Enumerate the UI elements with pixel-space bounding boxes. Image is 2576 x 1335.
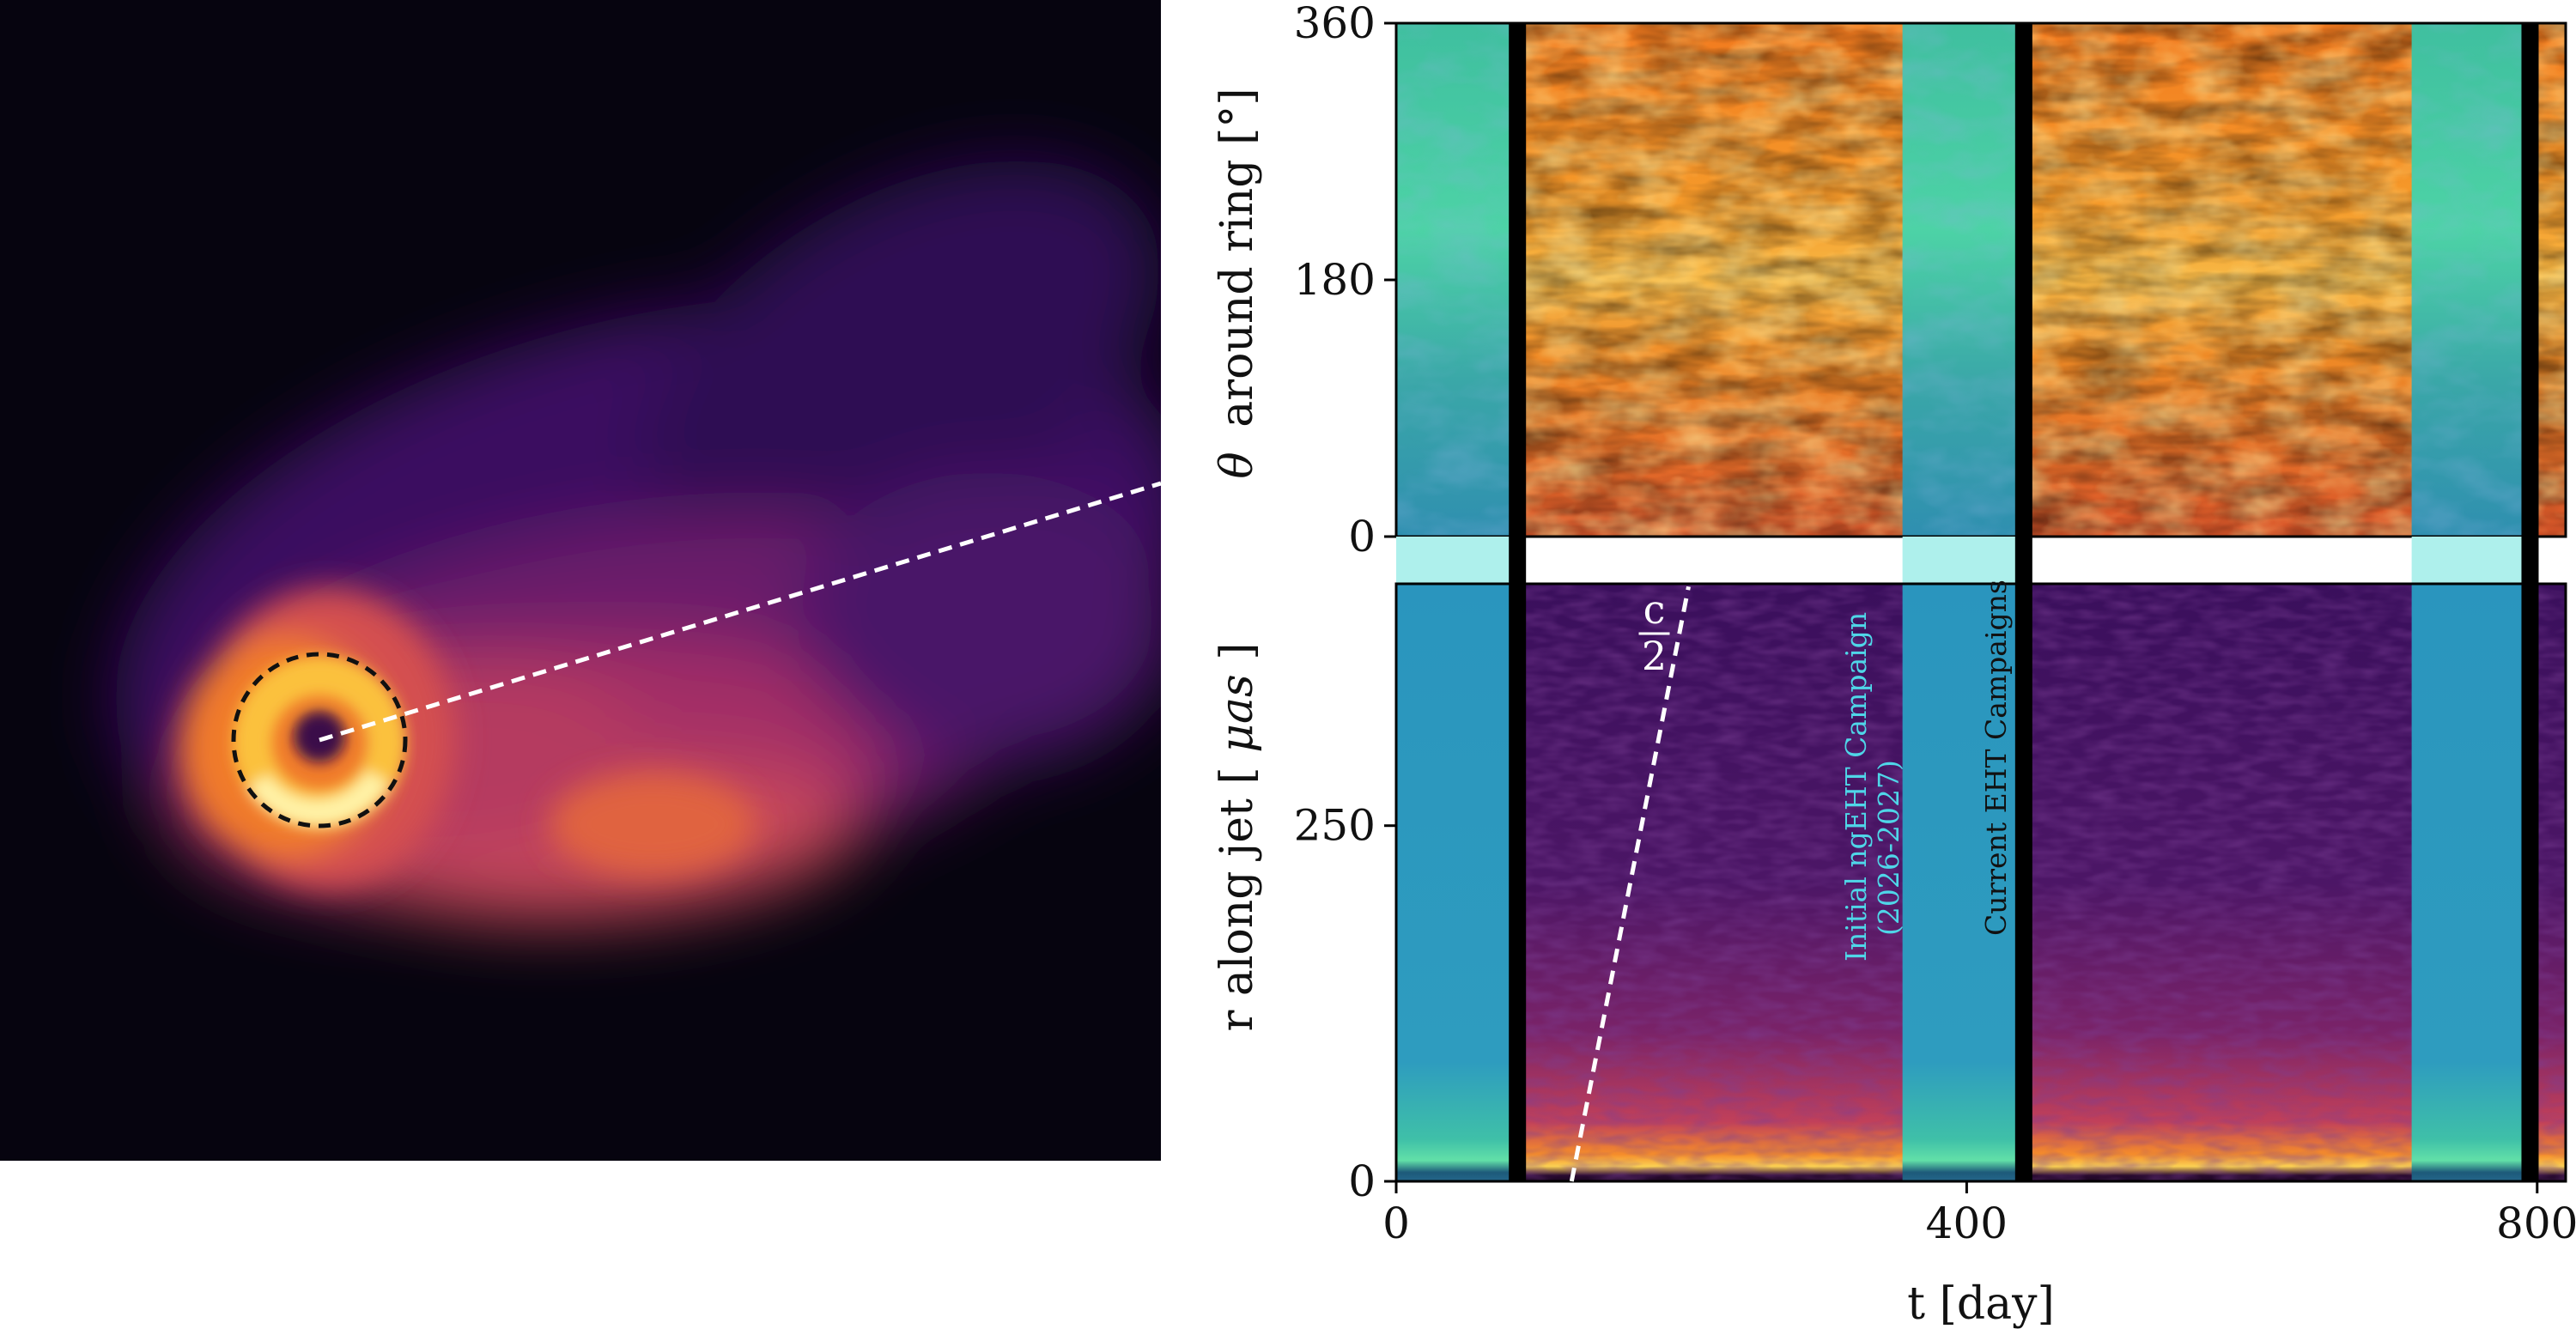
jet-ylabel-close: ] [1212,642,1263,659]
ring-ylabel: θ around ring [°] [1212,88,1263,478]
black-bars [1509,23,2539,1181]
x-axis-label: t [day] [1907,1278,2055,1330]
jet-ylabel: r along jet [ μas ] [1212,642,1263,1031]
jet-ylabel-unit: μas [1212,674,1263,752]
campaign-strip-segment-0 [1396,537,1514,584]
ring-campaign-texture-2 [2411,23,2524,537]
jet-campaign-band-0 [1396,584,1514,1181]
campaign-strip-segment-1 [1902,537,2017,584]
ring-ytick-label: 0 [1348,512,1376,561]
black-bar-0 [1509,23,1527,1181]
black-bar-1 [2014,23,2032,1181]
theta-symbol: θ [1212,452,1263,478]
axes: 0 180 360 0 250 0 400 800 [1294,0,2576,1248]
ngeht-annotation-line1: Initial ngEHT Campaign [1839,612,1873,962]
ring-circle [231,652,408,828]
jet-campaign-band-2 [2411,584,2524,1181]
ngeht-annotation-line2: (2026-2027) [1872,760,1905,936]
campaign-strip [1396,537,2524,584]
jet-panel-frame [1394,582,2567,1183]
ngeht-annotation: Initial ngEHT Campaign (2026-2027) [1839,612,1905,962]
c-label-denominator: 2 [1642,633,1667,679]
svg-text:θ around ring [°]: θ around ring [°] [1212,88,1263,478]
xtick-label: 0 [1382,1198,1410,1248]
c-label-numerator: c [1643,586,1666,633]
c-over-2-line [1569,586,1691,1182]
jet-campaign-band-1 [1902,584,2017,1181]
jet-ytick-label: 250 [1294,801,1376,851]
ring-campaign-texture-1 [1902,23,2017,537]
jet-ytick-label: 0 [1348,1156,1376,1206]
svg-text:r along jet [ μas: r along jet [ μas ] [1212,642,1263,1031]
ring-ytick-label: 360 [1294,0,1376,48]
ring-campaign-texture-0 [1396,23,1514,537]
black-bar-2 [2521,23,2539,1181]
jet-direction-line [319,481,1161,743]
eht-annotation: Current EHT Campaigns [1979,580,2013,936]
jet-image-panel [0,0,1161,1161]
ring-ylabel-text: around ring [°] [1212,88,1263,427]
xtick-label: 400 [1926,1198,2008,1248]
c-over-2-label: c 2 [1638,586,1670,679]
xtick-label: 800 [2496,1198,2576,1248]
ring-heatmap-panel [1394,21,2567,538]
jet-ylabel-text: r along jet [ [1212,767,1263,1031]
campaign-strip-segment-2 [2411,537,2524,584]
ring-ytick-label: 180 [1294,255,1376,305]
eht-annotation-text: Current EHT Campaigns [1979,580,2013,936]
